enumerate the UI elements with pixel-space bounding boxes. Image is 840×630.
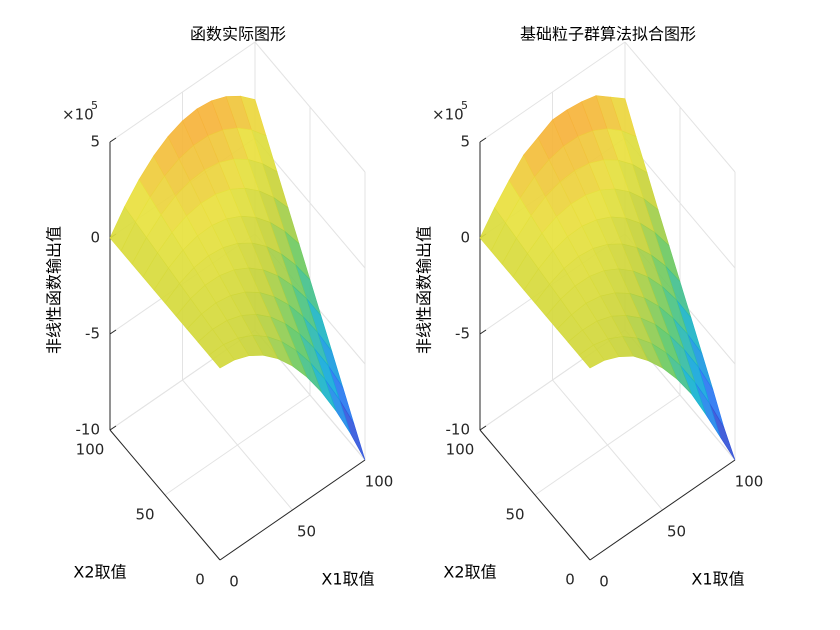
x-axis: [219, 459, 366, 561]
x-tick-label: 100: [735, 473, 764, 491]
surface-patch: [709, 403, 736, 461]
z-tick-label: -10: [76, 421, 101, 439]
y-axis: [479, 429, 591, 561]
tick-mark: [479, 329, 487, 335]
surface-chart: 0 50 100 0 50 100 -10 -5 0 5 函数实际图形 X1取值 X2取值 非线性函数输出…: [45, 25, 394, 591]
x-axis: [589, 459, 736, 561]
z-tick-label: 0: [460, 229, 470, 247]
z-tick-label: 5: [460, 133, 470, 151]
surface-patch: [578, 344, 605, 369]
y-tick-label: 0: [195, 571, 205, 589]
x-axis-label: X1取值: [691, 570, 744, 589]
tick-mark: [109, 425, 117, 431]
grid-line: [254, 41, 366, 173]
x-tick-label: 0: [229, 573, 239, 591]
grid-line: [164, 394, 311, 496]
y-axis-label: X2取值: [443, 563, 496, 582]
x-axis-label: X1取值: [321, 570, 374, 589]
surface-patch: [208, 344, 235, 369]
x-tick-label: 50: [297, 523, 316, 541]
tick-mark: [109, 137, 117, 143]
z-tick-label: -5: [455, 325, 470, 343]
grid-line: [109, 41, 256, 143]
x-tick-label: 100: [365, 473, 394, 491]
y-tick-label: 0: [565, 571, 575, 589]
z-tick-label: -5: [85, 325, 100, 343]
surface-chart: 0 50 100 0 50 100 -10 -5 0 5 基础粒子群算法拟合图形 X1取值 X2取值 非线…: [415, 25, 764, 591]
surface-patch: [339, 399, 366, 461]
tick-mark: [479, 425, 487, 431]
y-axis-label: X2取值: [73, 563, 126, 582]
tick-mark: [109, 329, 117, 335]
y-tick-label: 100: [446, 441, 475, 459]
z-axis-label: 非线性函数输出值: [415, 226, 434, 354]
chart-title: 基础粒子群算法拟合图形: [520, 25, 696, 44]
z-tick-label: 5: [90, 133, 100, 151]
z-tick-label: 0: [90, 229, 100, 247]
tick-mark: [479, 137, 487, 143]
grid-line: [479, 41, 626, 143]
grid-line: [624, 41, 736, 173]
y-tick-label: 50: [135, 506, 154, 524]
y-tick-label: 50: [505, 506, 524, 524]
z-exponent: 5: [91, 99, 98, 112]
z-exponent: 5: [461, 99, 468, 112]
chart-title: 函数实际图形: [190, 25, 286, 44]
z-scale: ×10: [62, 106, 94, 124]
x-tick-label: 0: [599, 573, 609, 591]
y-axis: [109, 429, 221, 561]
z-axis-label: 非线性函数输出值: [45, 226, 64, 354]
z-scale: ×10: [432, 106, 464, 124]
grid-line: [534, 394, 681, 496]
y-tick-label: 100: [76, 441, 105, 459]
z-tick-label: -10: [446, 421, 471, 439]
x-tick-label: 50: [667, 523, 686, 541]
